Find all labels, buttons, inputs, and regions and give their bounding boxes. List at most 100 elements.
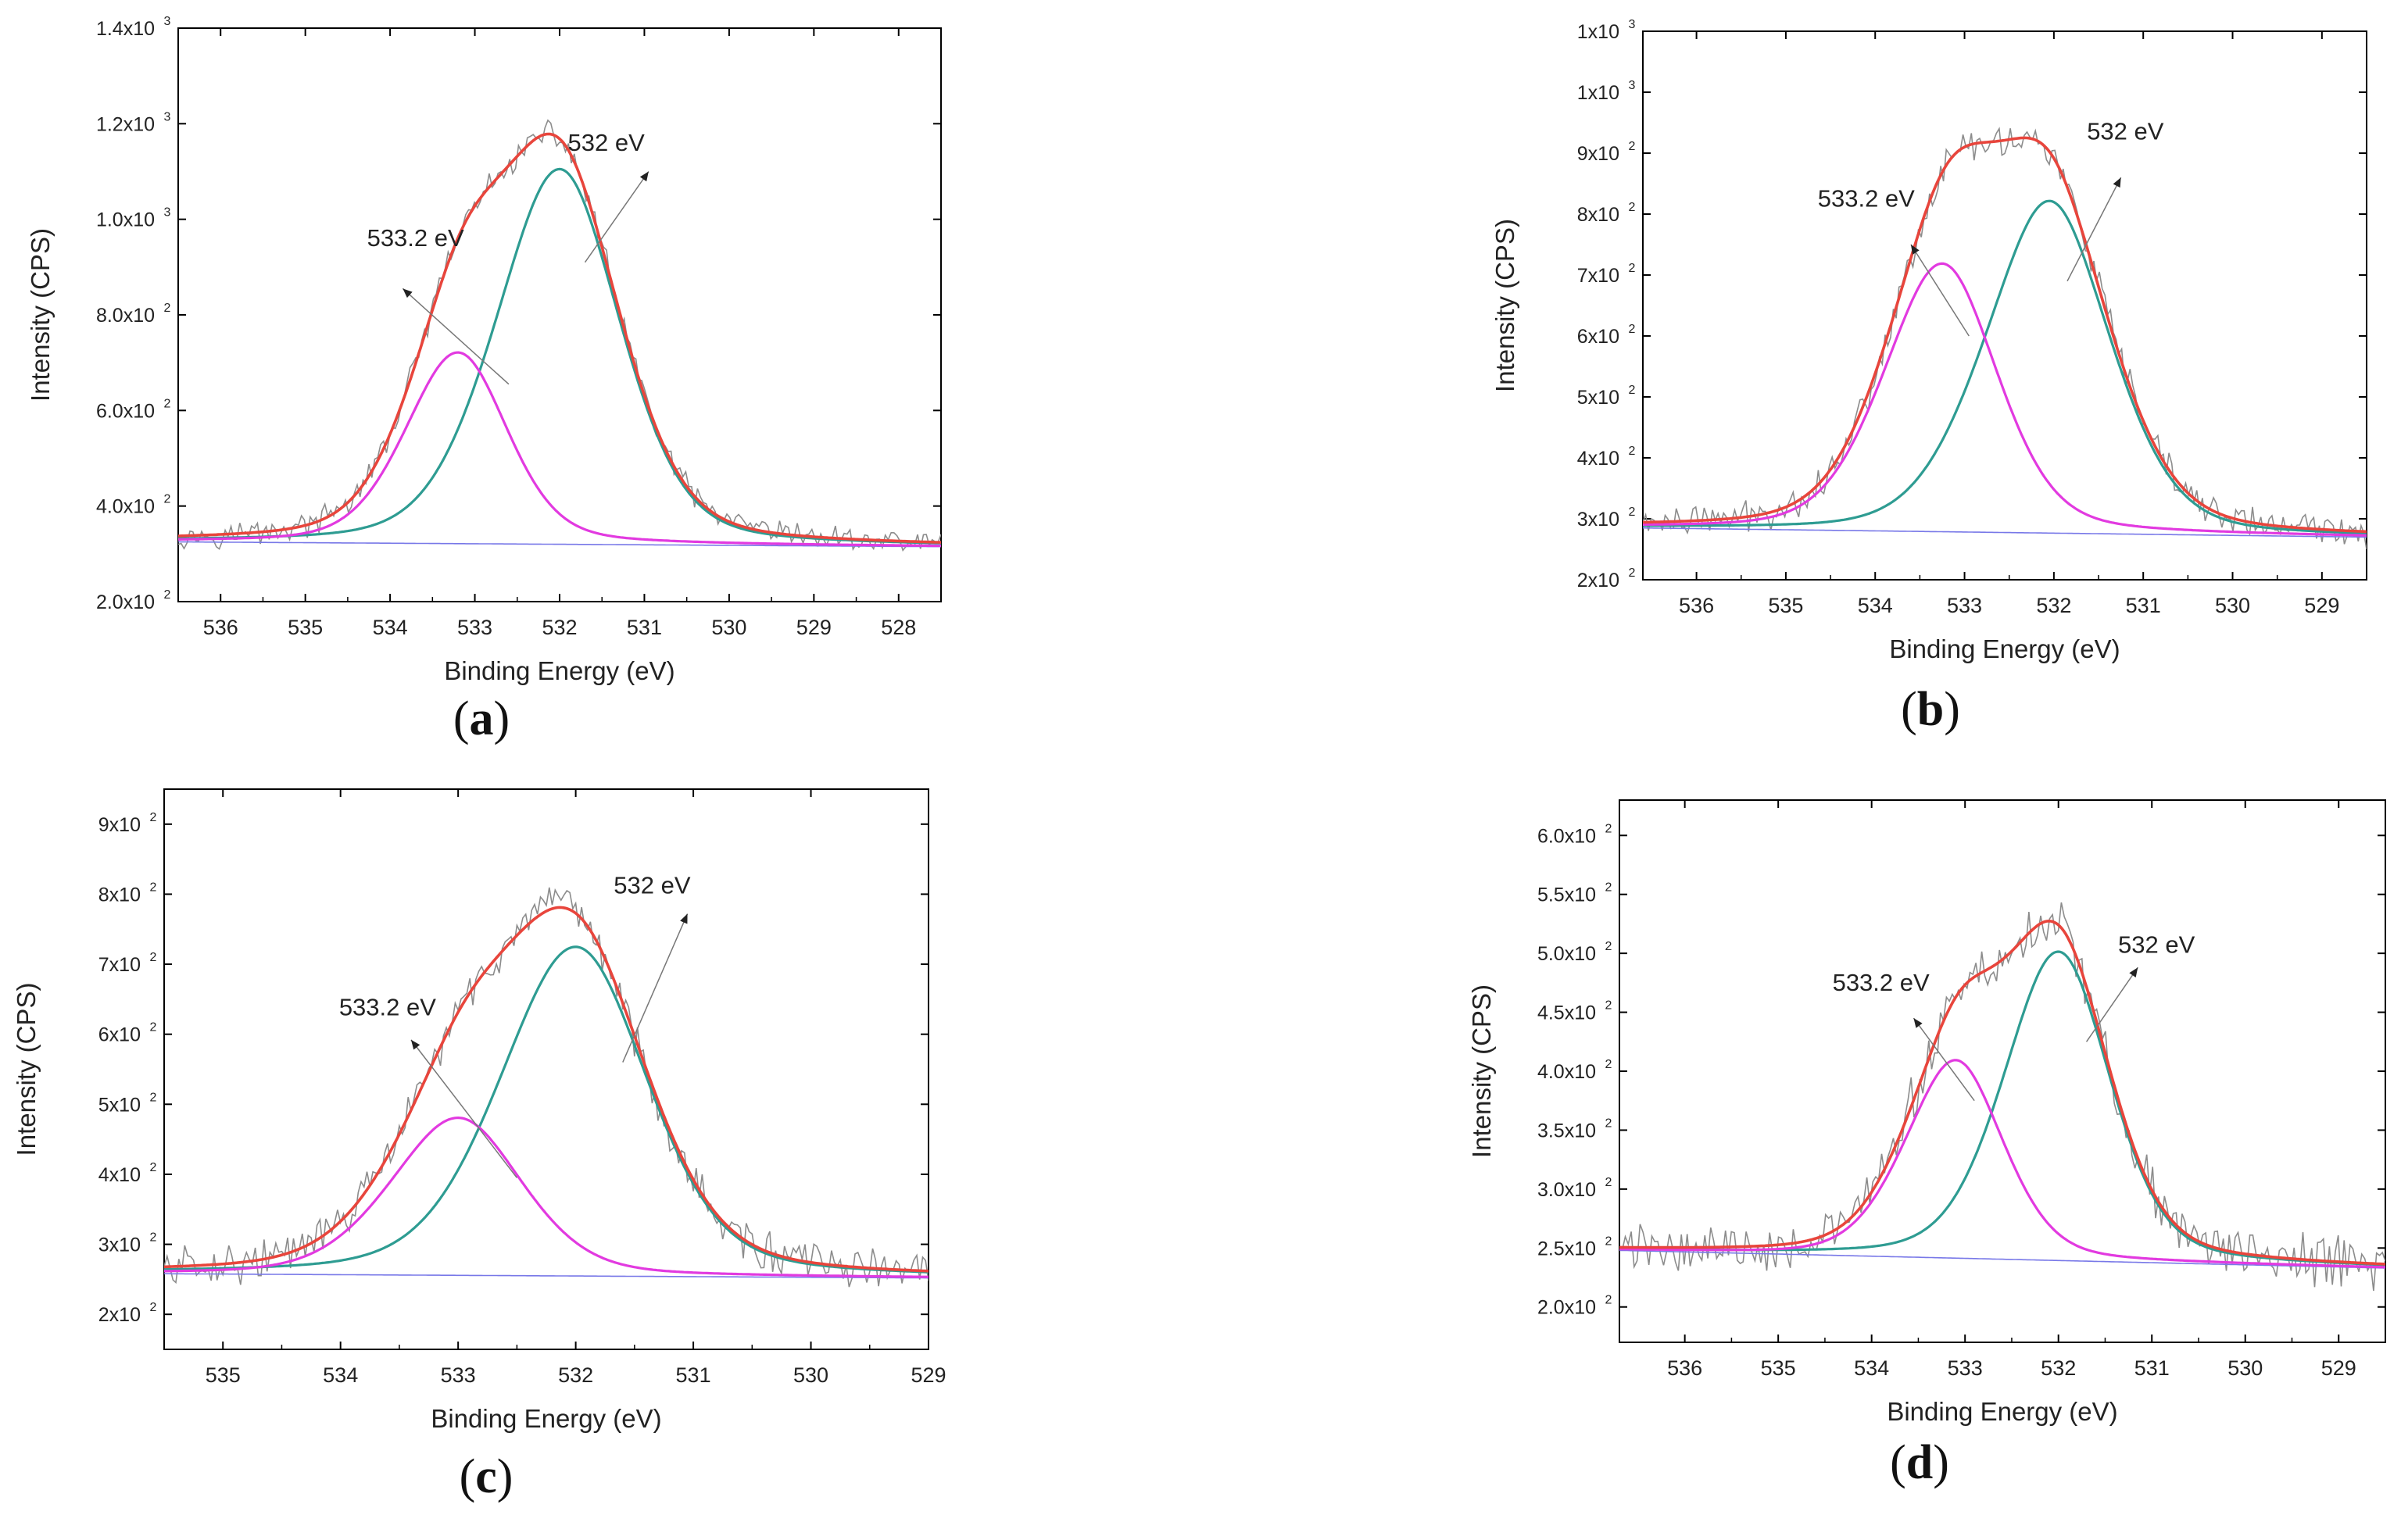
y-tick-exponent: 2 bbox=[1605, 1235, 1612, 1248]
peak-532-curve bbox=[178, 167, 941, 545]
y-tick-exponent: 2 bbox=[1605, 940, 1612, 953]
x-tick-label: 528 bbox=[881, 616, 916, 639]
x-axis-title: Binding Energy (eV) bbox=[444, 656, 674, 685]
y-tick-exponent: 2 bbox=[1605, 1058, 1612, 1071]
annotation-arrow-line bbox=[402, 288, 510, 385]
chart-panel-a: 536 535 534 533 532 531 530 529 528 2.0x10 2 4.0x10… bbox=[26, 15, 942, 745]
y-tick-exponent: 2 bbox=[1629, 140, 1636, 153]
y-tick-label: 8x10 bbox=[1577, 204, 1619, 226]
y-tick-exponent: 3 bbox=[1629, 79, 1636, 92]
y-tick-exponent: 2 bbox=[1605, 1176, 1612, 1189]
curves bbox=[164, 887, 929, 1288]
annotation-arrow-head bbox=[403, 288, 413, 298]
y-tick-exponent: 2 bbox=[164, 493, 171, 506]
background-line bbox=[164, 1273, 929, 1279]
background-line bbox=[178, 541, 941, 548]
peak-533-2-curve bbox=[1643, 262, 2367, 537]
x-tick-label: 532 bbox=[542, 616, 577, 639]
y-tick-label: 2x10 bbox=[98, 1304, 141, 1326]
x-tick-label: 533 bbox=[457, 616, 492, 639]
y-tick-exponent: 2 bbox=[1605, 822, 1612, 835]
panel-label: (d) bbox=[1890, 1436, 1949, 1489]
y-tick-exponent: 2 bbox=[150, 1301, 157, 1314]
envelope-curve bbox=[1619, 919, 2385, 1266]
annotation-arrow-head bbox=[1910, 245, 1920, 255]
y-tick-label: 3x10 bbox=[98, 1235, 141, 1256]
y-tick-exponent: 2 bbox=[164, 397, 171, 410]
x-tick-label: 534 bbox=[323, 1363, 358, 1387]
x-axis-title: Binding Energy (eV) bbox=[1889, 634, 2120, 663]
y-axis-title: Intensity (CPS) bbox=[26, 228, 55, 402]
y-tick-exponent: 2 bbox=[1605, 999, 1612, 1013]
x-tick-label: 535 bbox=[288, 616, 323, 639]
annotation-arrow-line bbox=[2085, 967, 2138, 1042]
curves bbox=[1619, 902, 2385, 1292]
y-tick-label: 4x10 bbox=[98, 1164, 141, 1186]
y-tick-label: 4.0x10 bbox=[1537, 1061, 1596, 1083]
y-tick-label: 1x10 bbox=[1577, 21, 1619, 43]
x-tick-label: 533 bbox=[1947, 594, 1982, 617]
y-tick-label: 2.0x10 bbox=[96, 591, 155, 613]
x-tick-label: 535 bbox=[1761, 1356, 1796, 1380]
y-tick-exponent: 2 bbox=[150, 1231, 157, 1245]
x-axis-title: Binding Energy (eV) bbox=[1887, 1397, 2117, 1426]
y-tick-label: 6.0x10 bbox=[1537, 825, 1596, 847]
y-tick-label: 7x10 bbox=[98, 954, 141, 976]
peak-532-curve bbox=[1643, 199, 2367, 535]
y-tick-label: 8x10 bbox=[98, 884, 141, 906]
y-tick-exponent: 3 bbox=[164, 15, 171, 28]
y-axis-title: Intensity (CPS) bbox=[1467, 984, 1496, 1158]
y-tick-label: 6x10 bbox=[98, 1024, 141, 1046]
y-tick-exponent: 2 bbox=[164, 588, 171, 602]
panel-label: (a) bbox=[453, 692, 510, 745]
annotation-label: 533.2 eV bbox=[1833, 969, 1930, 996]
envelope-curve bbox=[1643, 136, 2367, 534]
x-tick-label: 533 bbox=[441, 1363, 476, 1387]
y-tick-exponent: 2 bbox=[1629, 566, 1636, 580]
y-tick-label: 3x10 bbox=[1577, 509, 1619, 531]
x-tick-label: 529 bbox=[796, 616, 832, 639]
x-tick-label: 532 bbox=[2036, 594, 2071, 617]
envelope-curve bbox=[164, 906, 929, 1273]
y-tick-label: 1x10 bbox=[1577, 82, 1619, 104]
y-tick-label: 5.5x10 bbox=[1537, 884, 1596, 906]
annotation-arrow-head bbox=[680, 913, 688, 924]
annotation-label: 532 eV bbox=[2118, 931, 2195, 959]
curves bbox=[178, 119, 941, 552]
y-tick-label: 1.4x10 bbox=[96, 18, 155, 40]
x-tick-label: 530 bbox=[2227, 1356, 2263, 1380]
y-tick-label: 5x10 bbox=[1577, 387, 1619, 409]
annotation-label: 533.2 eV bbox=[1818, 185, 1915, 213]
chart-panel-c: 535 534 533 532 531 530 529 2x10 2 3x10 2 4x10 2 5x10… bbox=[12, 788, 946, 1503]
annotation-arrow-head bbox=[1913, 1018, 1923, 1028]
x-axis-title: Binding Energy (eV) bbox=[431, 1404, 661, 1433]
annotation-arrow-line bbox=[2066, 177, 2122, 282]
y-tick-exponent: 2 bbox=[150, 881, 157, 894]
annotation-arrow-head bbox=[639, 171, 649, 182]
y-tick-exponent: 2 bbox=[1629, 262, 1636, 275]
y-tick-label: 8.0x10 bbox=[96, 305, 155, 327]
x-tick-label: 529 bbox=[911, 1363, 946, 1387]
y-tick-exponent: 3 bbox=[1629, 18, 1636, 31]
y-tick-exponent: 2 bbox=[1629, 506, 1636, 519]
annotation-arrow-line bbox=[622, 913, 689, 1063]
x-tick-label: 530 bbox=[2215, 594, 2250, 617]
annotation-arrow-head bbox=[2113, 177, 2121, 188]
y-tick-exponent: 3 bbox=[164, 206, 171, 220]
y-tick-label: 5x10 bbox=[98, 1094, 141, 1116]
y-tick-exponent: 2 bbox=[150, 1161, 157, 1174]
y-tick-exponent: 2 bbox=[1605, 1117, 1612, 1130]
y-tick-label: 4.0x10 bbox=[96, 496, 155, 518]
y-tick-exponent: 2 bbox=[1605, 1294, 1612, 1307]
annotation-arrow-line bbox=[584, 171, 649, 263]
x-tick-label: 536 bbox=[203, 616, 238, 639]
plot-frame bbox=[1642, 30, 2367, 581]
y-tick-exponent: 3 bbox=[164, 110, 171, 123]
y-tick-label: 6x10 bbox=[1577, 326, 1619, 348]
y-tick-label: 2.5x10 bbox=[1537, 1238, 1596, 1260]
y-tick-label: 3.0x10 bbox=[1537, 1179, 1596, 1201]
y-tick-exponent: 2 bbox=[1629, 323, 1636, 336]
chart-panel-d: 536 535 534 533 532 531 530 529 2.0x10 2 2.5x10 2 3.… bbox=[1467, 799, 2386, 1489]
panel-label: (c) bbox=[460, 1450, 513, 1503]
